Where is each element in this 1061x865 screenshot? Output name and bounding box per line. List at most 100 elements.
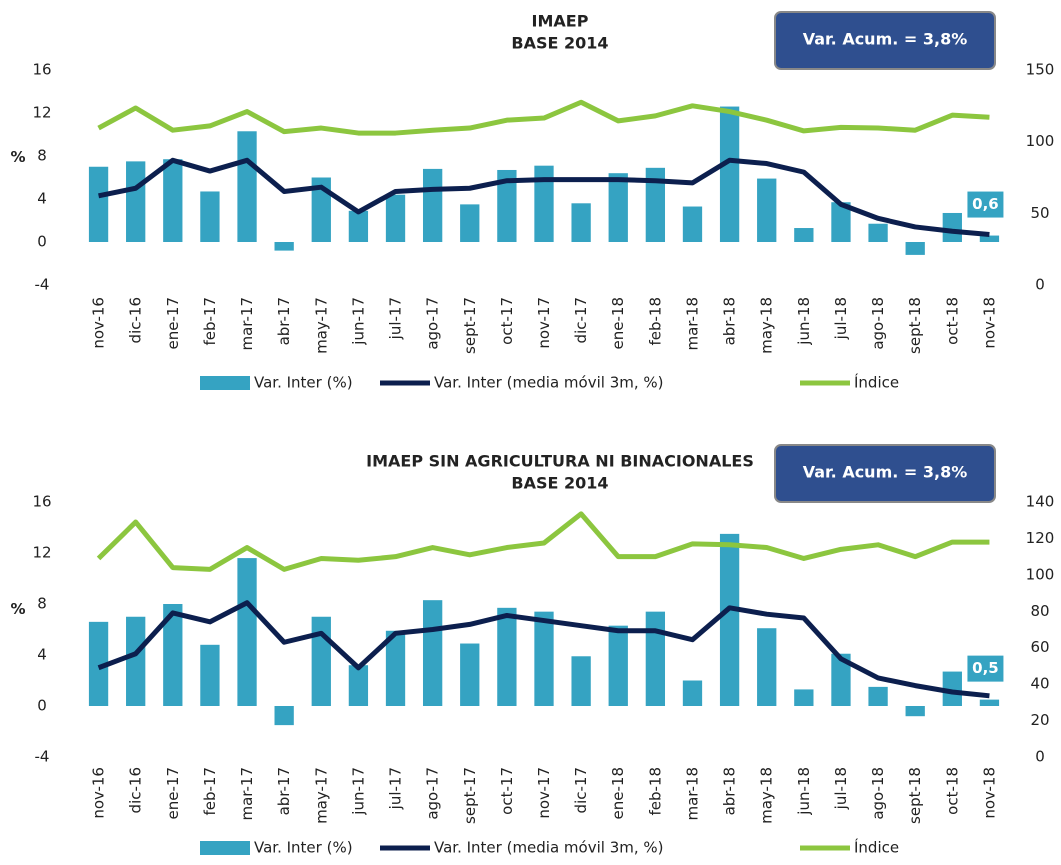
annotation: Var. Acum. = 3,8%	[803, 30, 968, 49]
bar	[385, 194, 406, 242]
x-tick-label: feb-17	[201, 767, 219, 816]
x-tick-label: mar-18	[683, 297, 701, 351]
bar	[126, 616, 146, 706]
bar	[571, 656, 591, 706]
x-tick-label: nov-17	[535, 297, 553, 349]
x-tick-label: mar-17	[238, 767, 256, 821]
x-tick-label: abr-17	[275, 767, 293, 815]
x-tick-label: may-17	[312, 767, 330, 824]
y-tick-label: 8	[37, 595, 47, 613]
y2-tick-label: 100	[1026, 132, 1055, 150]
x-tick-label: ago-18	[869, 297, 887, 350]
y2-tick-label: 60	[1030, 638, 1049, 656]
y-tick-label: -4	[35, 748, 50, 766]
x-tick-label: oct-18	[943, 297, 961, 345]
bar	[534, 165, 554, 242]
bar	[422, 168, 443, 242]
bar	[274, 242, 294, 251]
bar	[497, 607, 517, 706]
y2-tick-label: 20	[1030, 711, 1049, 729]
legend-label: Índice	[854, 373, 899, 392]
y-tick-label: 4	[37, 646, 47, 664]
chart-title: IMAEP	[532, 12, 589, 31]
bar	[88, 621, 109, 706]
x-tick-label: mar-17	[238, 297, 256, 351]
bar	[88, 166, 109, 242]
x-tick-label: feb-18	[646, 297, 664, 346]
bar	[200, 644, 220, 706]
line	[98, 157, 990, 237]
bar	[979, 699, 1000, 706]
y2-tick-label: 140	[1026, 493, 1055, 511]
x-tick-label: abr-18	[721, 297, 739, 345]
bar	[757, 628, 777, 706]
bar	[608, 625, 628, 706]
x-tick-label: nov-18	[980, 297, 998, 349]
bar	[422, 600, 443, 706]
x-tick-label: may-17	[312, 297, 330, 354]
y2-tick-label: 40	[1030, 675, 1049, 693]
y-tick-label: -4	[35, 276, 50, 294]
x-tick-label: dic-16	[127, 767, 145, 813]
bar	[534, 611, 554, 706]
x-tick-label: nov-16	[90, 767, 108, 819]
x-tick-label: dic-16	[127, 297, 145, 343]
chart-subtitle: BASE 2014	[511, 34, 608, 53]
value-label: 0,5	[972, 659, 999, 677]
x-tick-label: jun-18	[795, 297, 813, 346]
x-tick-label: jun-17	[349, 767, 367, 816]
value-label: 0,6	[972, 195, 999, 213]
legend-swatch	[200, 841, 250, 855]
bar	[126, 161, 146, 242]
bar	[497, 169, 517, 242]
bar	[942, 212, 962, 242]
bar	[163, 604, 183, 706]
bar	[311, 177, 331, 242]
bar	[942, 671, 962, 706]
x-tick-label: jul-18	[832, 297, 850, 340]
x-tick-label: dic-17	[572, 297, 590, 343]
bar	[237, 131, 257, 242]
y-axis-label: %	[10, 600, 25, 618]
x-tick-label: nov-16	[90, 297, 108, 349]
y2-tick-label: 100	[1026, 565, 1055, 583]
line	[96, 511, 990, 572]
x-tick-label: jun-17	[349, 297, 367, 346]
y2-tick-label: 120	[1026, 529, 1055, 547]
x-tick-label: may-18	[758, 297, 776, 354]
bar	[163, 159, 183, 242]
chart-title: IMAEP SIN AGRICULTURA NI BINACIONALES	[366, 452, 754, 471]
x-tick-label: jul-17	[387, 297, 405, 340]
x-tick-label: dic-17	[572, 767, 590, 813]
y-tick-label: 12	[32, 544, 51, 562]
y-tick-label: 16	[32, 493, 51, 511]
x-tick-label: sept-18	[906, 767, 924, 824]
x-tick-label: sept-17	[461, 767, 479, 824]
x-tick-label: ene-18	[609, 767, 627, 819]
y-tick-label: 0	[37, 697, 47, 715]
x-tick-label: nov-17	[535, 767, 553, 819]
y-tick-label: 8	[37, 147, 47, 165]
bar	[682, 206, 703, 242]
bar	[645, 611, 666, 706]
x-tick-label: ago-18	[869, 767, 887, 820]
bar	[979, 235, 1000, 242]
x-tick-label: jul-18	[832, 767, 850, 810]
legend-label: Var. Inter (media móvil 3m, %)	[434, 839, 664, 857]
legend-swatch	[200, 376, 250, 390]
legend-label: Índice	[854, 838, 899, 857]
x-tick-label: ago-17	[424, 297, 442, 350]
x-tick-label: feb-17	[201, 297, 219, 346]
bar	[905, 242, 925, 255]
bar	[794, 689, 814, 706]
bar	[348, 665, 369, 706]
y-tick-label: 16	[32, 61, 51, 79]
x-tick-label: abr-18	[721, 767, 739, 815]
bar	[237, 558, 257, 706]
bar	[831, 653, 851, 706]
bar	[831, 202, 851, 242]
y-tick-label: 12	[32, 104, 51, 122]
bar	[757, 178, 777, 242]
legend-label: Var. Inter (%)	[254, 374, 353, 392]
y2-tick-label: 150	[1026, 61, 1055, 79]
